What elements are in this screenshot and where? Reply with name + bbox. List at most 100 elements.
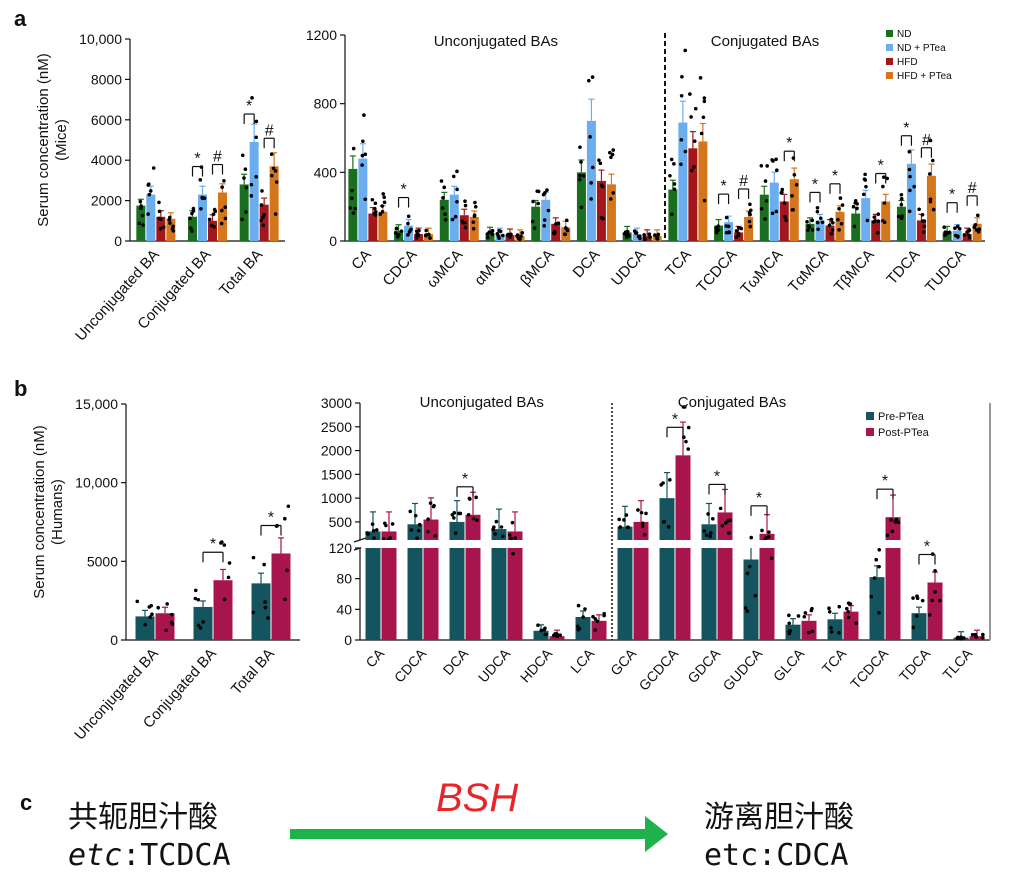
data-point — [416, 233, 421, 237]
data-point — [933, 569, 937, 573]
data-point — [170, 612, 174, 617]
data-point — [639, 510, 644, 515]
data-point — [931, 207, 936, 212]
legend: Pre-PTea Post-PTea — [866, 411, 930, 439]
x-tick-label: Total BA — [228, 645, 278, 698]
data-point — [718, 506, 723, 511]
data-point — [157, 200, 161, 205]
legend: ND ND + PTea HFD HFD + PTea — [886, 29, 952, 82]
data-point — [286, 504, 291, 509]
data-point — [865, 218, 870, 223]
bar — [642, 235, 652, 241]
data-point — [220, 185, 224, 189]
free-ba-example: etc:CDCA — [704, 838, 849, 873]
data-point — [640, 521, 645, 526]
data-point — [274, 180, 279, 184]
bar — [166, 218, 176, 241]
data-point — [141, 223, 145, 227]
data-point — [283, 516, 287, 521]
data-point — [492, 525, 496, 529]
data-point — [388, 536, 392, 540]
data-point — [227, 561, 232, 565]
data-point — [475, 518, 479, 522]
data-point — [198, 178, 203, 182]
data-point — [632, 229, 637, 233]
data-point — [644, 511, 648, 516]
data-point — [702, 99, 707, 104]
x-tick-label: CA — [362, 645, 387, 671]
data-point — [642, 532, 647, 537]
x-tick-label: GCDCA — [636, 645, 682, 694]
x-tick-label: DCA — [440, 645, 472, 678]
data-point — [794, 183, 799, 187]
data-point — [957, 226, 962, 231]
data-point — [853, 201, 858, 205]
data-point — [770, 158, 774, 162]
legend-label: ND + PTea — [897, 43, 946, 54]
legend-swatch — [886, 30, 893, 37]
x-tick-label: GDCA — [684, 645, 723, 686]
data-point — [468, 497, 472, 501]
data-point — [714, 230, 719, 235]
data-point — [748, 202, 752, 207]
data-point — [642, 233, 646, 237]
data-point — [820, 220, 825, 225]
bar — [717, 512, 733, 640]
data-point — [146, 182, 151, 186]
data-point — [564, 218, 569, 223]
data-point — [656, 232, 661, 237]
data-point — [907, 149, 912, 154]
data-point — [263, 600, 267, 604]
data-point — [578, 173, 582, 178]
data-point — [443, 212, 447, 217]
data-point — [273, 169, 278, 173]
data-point — [636, 508, 640, 512]
data-point — [507, 533, 512, 537]
data-point — [451, 174, 456, 179]
significance-mark: * — [194, 151, 200, 168]
data-point — [708, 534, 713, 539]
data-point — [351, 211, 356, 215]
data-point — [611, 191, 615, 195]
data-point — [829, 231, 834, 236]
data-point — [474, 495, 478, 500]
data-point — [863, 178, 868, 182]
bar — [701, 524, 717, 640]
data-point — [249, 194, 254, 198]
data-point — [911, 625, 916, 630]
data-point — [770, 211, 775, 216]
data-point — [373, 210, 378, 214]
data-point — [220, 540, 224, 544]
data-point — [862, 192, 866, 197]
data-point — [831, 220, 835, 225]
data-point — [598, 161, 603, 166]
data-point — [877, 610, 881, 615]
bar — [449, 521, 465, 640]
data-point — [579, 205, 584, 210]
panel-label-c: c — [20, 790, 33, 815]
data-point — [672, 182, 677, 186]
data-point — [724, 521, 728, 525]
data-point — [161, 225, 166, 229]
data-point — [381, 536, 386, 541]
data-point — [780, 187, 785, 192]
data-point — [211, 212, 216, 217]
data-point — [930, 598, 935, 603]
bar — [659, 498, 675, 640]
data-point — [509, 232, 513, 237]
data-point — [748, 224, 753, 229]
data-point — [406, 221, 410, 226]
data-point — [803, 611, 808, 615]
bar — [381, 531, 397, 640]
data-point — [679, 93, 684, 98]
y-tick-label: 2500 — [321, 419, 352, 435]
data-point — [360, 153, 365, 158]
data-point — [499, 525, 504, 529]
data-point — [623, 230, 628, 234]
bar — [146, 194, 156, 241]
data-point — [363, 152, 368, 157]
data-point — [759, 163, 764, 168]
data-point — [555, 634, 559, 639]
data-point — [169, 620, 174, 625]
